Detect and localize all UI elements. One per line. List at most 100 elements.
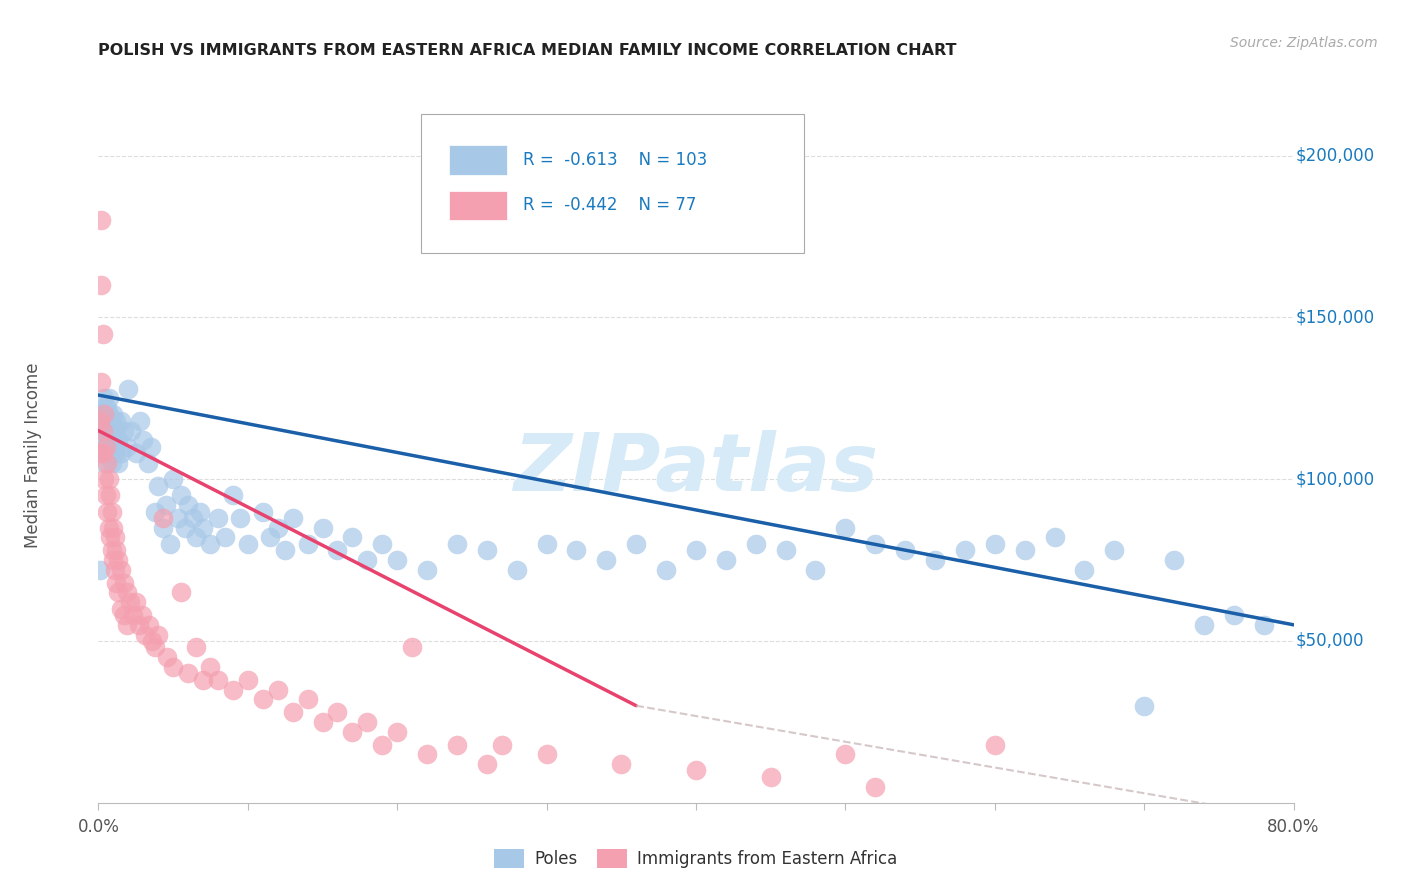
Point [97,392,120,406]
Point [131,608,153,623]
Point [91,401,114,415]
Point [98,488,122,502]
Point [97,521,120,535]
Point [89,446,111,460]
Point [110,446,132,460]
Text: R =  -0.442    N = 77: R = -0.442 N = 77 [523,196,696,214]
Point [118,595,141,609]
Point [94,408,117,422]
Point [93,472,115,486]
Point [174,521,197,535]
Point [97,434,120,448]
Point [685,543,707,558]
Text: $200,000: $200,000 [1296,146,1375,165]
Point [155,498,177,512]
Point [506,563,529,577]
Point [93,414,115,428]
Point [107,434,129,448]
Point [128,617,150,632]
Point [93,392,115,406]
Text: POLISH VS IMMIGRANTS FROM EASTERN AFRICA MEDIAN FAMILY INCOME CORRELATION CHART: POLISH VS IMMIGRANTS FROM EASTERN AFRICA… [98,43,957,58]
Point [714,553,737,567]
Point [105,543,128,558]
Point [101,456,124,470]
Point [93,456,115,470]
Point [267,682,290,697]
FancyBboxPatch shape [449,191,508,219]
Point [101,504,124,518]
Point [191,521,214,535]
Point [446,738,468,752]
Point [110,601,132,615]
Point [222,682,245,697]
Point [136,456,159,470]
Point [297,692,319,706]
Point [101,543,124,558]
Point [89,414,111,428]
Text: $150,000: $150,000 [1296,309,1375,326]
Point [610,756,633,771]
Point [169,488,191,502]
Point [96,446,118,460]
Point [311,521,333,535]
Point [91,446,114,460]
Text: Source: ZipAtlas.com: Source: ZipAtlas.com [1230,36,1378,50]
Point [90,424,112,438]
Point [191,673,214,687]
Point [162,472,184,486]
Point [281,705,304,719]
Point [152,521,174,535]
Point [162,660,184,674]
Point [98,531,122,545]
FancyBboxPatch shape [449,145,508,175]
Point [983,738,1005,752]
Text: ZIPatlas: ZIPatlas [513,430,879,508]
Point [101,414,124,428]
Point [222,488,245,502]
Point [207,511,229,525]
Point [94,424,117,438]
Point [94,440,117,454]
Point [267,521,290,535]
Point [148,478,170,492]
Point [356,553,378,567]
Point [475,756,498,771]
Point [143,504,166,518]
Point [97,472,120,486]
Text: R =  -0.613    N = 103: R = -0.613 N = 103 [523,151,707,169]
Point [110,563,132,577]
Point [624,537,647,551]
Point [91,446,114,460]
Point [834,521,856,535]
Point [759,770,782,784]
Point [104,563,127,577]
Point [416,563,439,577]
Point [166,511,188,525]
Point [1014,543,1036,558]
Point [132,434,155,448]
Point [138,617,160,632]
Point [103,434,125,448]
Point [371,738,394,752]
Point [103,553,125,567]
Point [236,673,259,687]
Point [121,608,143,623]
Point [342,531,364,545]
Point [90,375,112,389]
Point [371,537,394,551]
Point [112,575,135,590]
Point [159,537,181,551]
Point [94,440,117,454]
Point [865,537,887,551]
Point [107,553,129,567]
Point [98,446,122,460]
Point [745,537,768,551]
Point [177,498,200,512]
Point [385,724,409,739]
Point [94,488,117,502]
Point [129,414,152,428]
Point [236,537,259,551]
Text: $100,000: $100,000 [1296,470,1375,488]
Point [120,424,142,438]
Point [207,673,229,687]
